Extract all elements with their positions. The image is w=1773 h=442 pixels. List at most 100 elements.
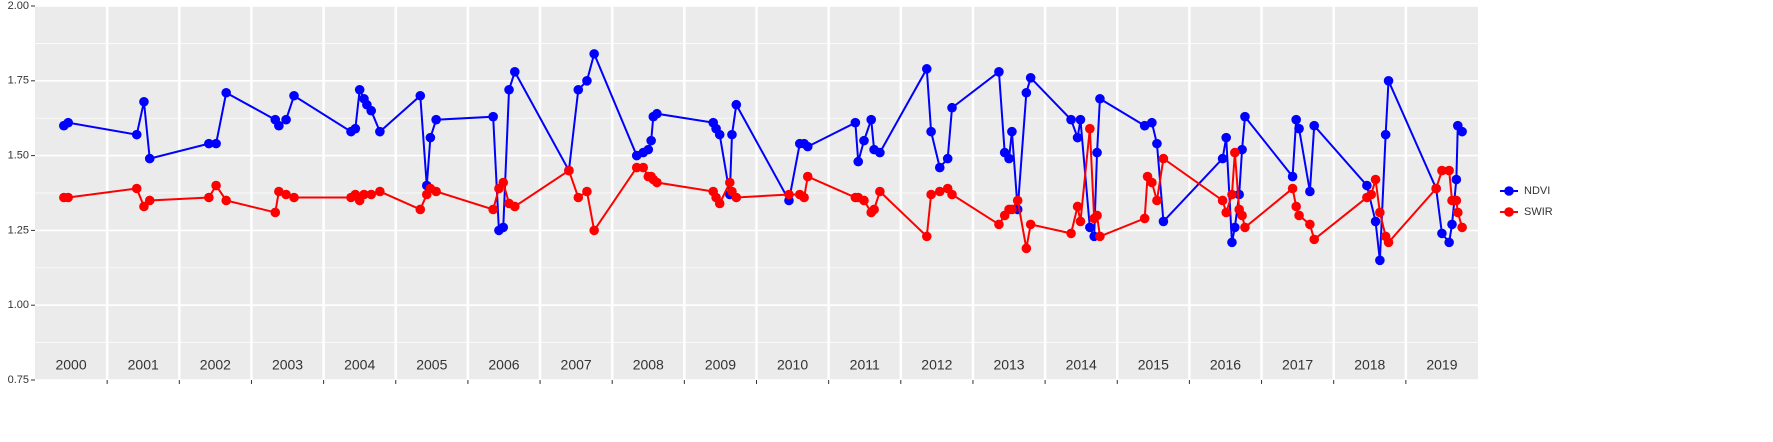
point: [211, 180, 221, 191]
point: [1444, 237, 1454, 248]
point: [350, 123, 361, 134]
year-label: 2012: [921, 357, 952, 373]
point: [221, 195, 231, 206]
point: [859, 195, 869, 206]
point: [63, 192, 73, 203]
year-label: 2017: [1282, 357, 1313, 373]
point: [802, 141, 813, 152]
point: [131, 129, 142, 140]
point: [994, 219, 1004, 230]
point: [942, 153, 953, 164]
point: [1139, 120, 1150, 131]
year-label: 2019: [1426, 357, 1457, 373]
point: [425, 132, 436, 143]
point: [274, 186, 284, 197]
point: [1152, 138, 1162, 149]
point: [652, 108, 662, 119]
point: [366, 189, 377, 200]
legend-label: SWIR: [1524, 206, 1553, 218]
point: [1447, 219, 1457, 230]
point: [731, 99, 742, 110]
point: [1383, 76, 1394, 86]
point: [204, 192, 214, 203]
point: [1066, 228, 1076, 239]
point: [1366, 189, 1377, 200]
point: [638, 162, 649, 173]
point: [1237, 144, 1247, 155]
point: [866, 114, 877, 125]
point: [375, 186, 385, 197]
point: [934, 162, 945, 173]
point: [211, 138, 221, 149]
point: [1437, 165, 1447, 176]
year-label: 2014: [1066, 357, 1097, 373]
point: [1431, 183, 1441, 194]
point: [1457, 222, 1467, 233]
point: [1025, 73, 1036, 83]
point: [921, 231, 932, 242]
point: [1294, 210, 1304, 221]
point: [1217, 153, 1228, 164]
point: [274, 120, 284, 131]
point: [1221, 207, 1231, 218]
year-label: 2007: [561, 357, 592, 373]
point: [582, 76, 592, 86]
legend-label: NDVI: [1524, 185, 1550, 197]
point: [1294, 123, 1304, 134]
point: [1380, 129, 1391, 140]
legend-key-point: [1504, 207, 1514, 217]
y-tick-label: 1.50: [8, 150, 29, 162]
point: [1158, 216, 1169, 227]
point: [498, 222, 509, 233]
point: [1452, 207, 1463, 218]
year-label: 2018: [1354, 357, 1385, 373]
point: [366, 105, 377, 116]
point: [1021, 87, 1032, 98]
point: [359, 189, 369, 200]
point: [799, 192, 809, 203]
point: [926, 189, 936, 200]
year-label: 2000: [55, 357, 86, 373]
year-label: 2005: [416, 357, 447, 373]
point: [144, 153, 155, 164]
point: [431, 114, 441, 125]
point: [784, 189, 794, 200]
point: [1240, 111, 1250, 122]
point: [1147, 177, 1157, 188]
point: [1092, 210, 1102, 221]
point: [994, 67, 1004, 77]
point: [1158, 153, 1169, 164]
point: [63, 117, 73, 128]
point: [131, 183, 142, 194]
point: [289, 192, 299, 203]
point: [1007, 204, 1017, 215]
point: [509, 201, 520, 212]
point: [1451, 195, 1462, 206]
point: [1234, 189, 1244, 200]
point: [1085, 123, 1095, 134]
point: [1287, 171, 1298, 182]
point: [1025, 219, 1036, 230]
point: [573, 192, 584, 203]
y-tick-label: 1.75: [8, 75, 29, 87]
year-label: 2009: [705, 357, 736, 373]
point: [1066, 114, 1076, 125]
point: [643, 144, 654, 155]
point: [850, 117, 861, 128]
point: [1457, 126, 1467, 137]
y-tick-label: 0.75: [8, 374, 29, 386]
point: [1309, 234, 1320, 245]
point: [139, 96, 149, 107]
point: [1227, 189, 1237, 200]
point: [375, 126, 385, 137]
point: [1007, 126, 1017, 137]
point: [1221, 132, 1231, 143]
point: [1291, 201, 1301, 212]
point: [714, 129, 725, 140]
point: [1375, 255, 1385, 266]
point: [1217, 195, 1228, 206]
point: [1147, 117, 1157, 128]
point: [646, 135, 656, 146]
point: [869, 204, 879, 215]
